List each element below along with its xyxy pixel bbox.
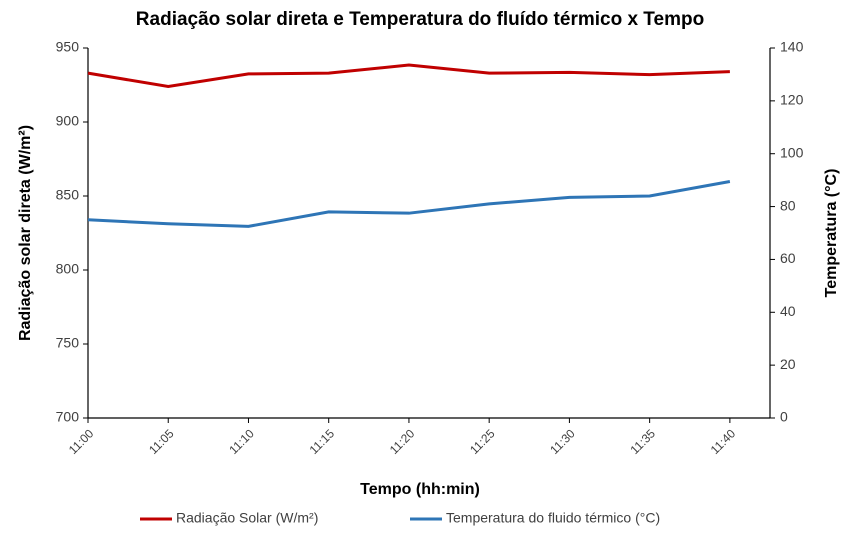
y2-tick-label: 0 xyxy=(780,409,788,425)
y2-axis-label: Temperatura (°C) xyxy=(823,169,840,298)
y-tick-label: 700 xyxy=(56,409,80,425)
x-axis-label: Tempo (hh:min) xyxy=(360,481,480,498)
x-tick-label: 11:35 xyxy=(628,426,659,457)
y2-tick-label: 40 xyxy=(780,303,796,319)
y-tick-label: 850 xyxy=(56,187,80,203)
x-tick-label: 11:15 xyxy=(307,426,338,457)
x-tick-label: 11:20 xyxy=(387,426,418,457)
y-tick-label: 900 xyxy=(56,113,80,129)
x-tick-label: 11:10 xyxy=(226,426,257,457)
y2-tick-label: 120 xyxy=(780,92,804,108)
y-tick-label: 950 xyxy=(56,39,80,55)
x-tick-label: 11:25 xyxy=(467,426,498,457)
y-axis-label: Radiação solar direta (W/m²) xyxy=(17,125,34,341)
series-line xyxy=(87,63,730,88)
series-line xyxy=(87,179,731,228)
y2-tick-label: 80 xyxy=(780,197,796,213)
legend-label: Radiação Solar (W/m²) xyxy=(176,510,318,526)
y2-tick-label: 60 xyxy=(780,250,796,266)
x-tick-label: 11:05 xyxy=(146,426,177,457)
y-tick-label: 800 xyxy=(56,261,80,277)
legend-label: Temperatura do fluido térmico (°C) xyxy=(446,510,660,526)
y2-tick-label: 140 xyxy=(780,39,804,55)
x-tick-label: 11:40 xyxy=(708,426,739,457)
y-tick-label: 750 xyxy=(56,335,80,351)
x-tick-label: 11:00 xyxy=(66,426,97,457)
y2-tick-label: 100 xyxy=(780,144,804,160)
x-tick-label: 11:30 xyxy=(547,426,578,457)
chart-title: Radiação solar direta e Temperatura do f… xyxy=(136,9,704,30)
y2-tick-label: 20 xyxy=(780,356,796,372)
